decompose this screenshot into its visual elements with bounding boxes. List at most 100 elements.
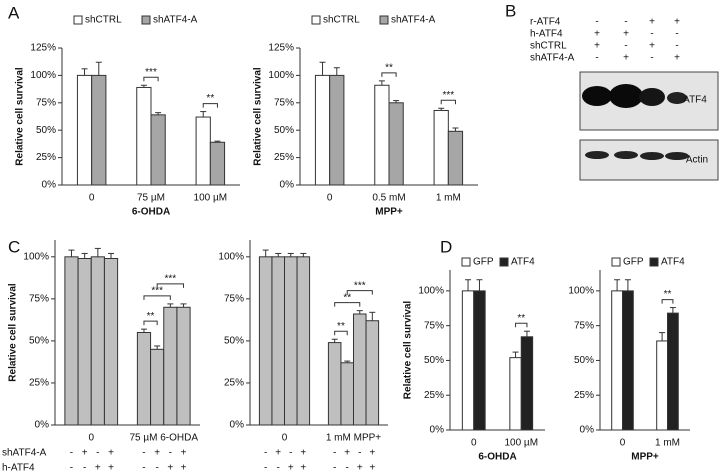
bar [314,74,331,186]
condition-sign: + [167,463,173,474]
x-axis-label: MPP+ [631,452,659,463]
y-tick-label: 0% [280,180,295,191]
x-axis-label: 6-OHDA [132,207,170,218]
x-tick-label: 0 [88,433,94,444]
blot-image [579,71,719,181]
condition-sign: - [155,463,158,474]
band [640,152,664,160]
band [582,86,612,106]
band-label: ATF4 [683,95,707,106]
bar [209,141,226,186]
legend-swatch [611,257,621,267]
y-tick-label: 75% [424,320,444,331]
bar [163,306,178,426]
blot-sign: - [675,29,678,40]
band [614,151,638,159]
condition-sign: - [333,448,336,459]
blot-row-label: shCTRL [530,41,567,52]
y-tick-label: 50% [574,355,594,366]
condition-sign: - [70,463,73,474]
y-tick-label: 75% [224,294,244,305]
legend-label: GFP [473,257,494,268]
legend-swatch [311,15,321,25]
significance-bracket [143,320,158,326]
significance-label: ** [337,321,345,332]
blot-row-label: shATF4-A [530,53,575,64]
significance-label: ** [343,292,351,303]
condition-sign: + [108,463,114,474]
y-axis-label: Relative cell survival [15,67,26,166]
bar [136,332,152,426]
condition-sign: + [300,448,306,459]
y-tick-label: 25% [224,378,244,389]
condition-sign: + [344,448,350,459]
condition-sign: - [346,463,349,474]
legend-swatch [379,15,389,25]
condition-sign: + [82,448,88,459]
condition-sign: + [357,463,363,474]
significance-bracket [661,299,674,304]
blot-sign: - [650,53,653,64]
y-tick-label: 25% [574,390,594,401]
condition-sign: - [264,463,267,474]
y-tick-label: 75% [574,320,594,331]
bar [365,320,380,426]
blot-sign: - [624,17,627,28]
bar [76,74,93,186]
y-tick-label: 25% [424,390,444,401]
y-tick-label: 0% [580,425,595,436]
bar [258,256,273,426]
blot-sign: + [674,17,680,28]
legend-label: shCTRL [85,15,122,26]
condition-sign: - [277,463,280,474]
y-tick-label: 50% [424,355,444,366]
y-axis-label: Relative cell survival [8,283,19,382]
significance-bracket [156,283,185,288]
bar [136,86,152,186]
y-tick-label: 25% [274,152,294,163]
significance-bracket [202,103,218,108]
bar [150,348,165,426]
condition-label: h-ATF4 [2,463,35,474]
significance-label: ** [517,313,525,324]
legend-label: shATF4-A [391,15,436,26]
condition-sign: - [333,463,336,474]
legend-swatch [73,15,83,25]
condition-sign: + [288,463,294,474]
bar [77,258,92,426]
blot-sign: - [624,41,627,52]
y-tick-label: 50% [224,336,244,347]
y-tick-label: 100% [30,70,56,81]
bar [509,357,522,431]
y-tick-label: 25% [36,152,56,163]
x-tick-label: 1 mM MPP+ [326,433,381,444]
bar [388,102,404,186]
legend-swatch [141,15,151,25]
significance-label: ** [664,289,672,300]
bar [271,256,286,426]
condition-sign: - [264,448,267,459]
y-tick-label: 0% [42,180,57,191]
significance-label: *** [151,286,163,297]
legend-label: ATF4 [511,257,535,268]
x-tick-label: 0 [327,193,333,204]
bar [611,290,624,431]
bar [103,258,119,426]
x-tick-label: 100 µM [194,193,228,204]
y-axis-label: Relative cell survival [253,67,264,166]
blot-sign: + [649,41,655,52]
panel-letter: A [8,3,20,22]
legend-label: GFP [623,257,644,268]
condition-sign: + [108,448,114,459]
x-tick-label: 0 [620,438,626,449]
significance-label: *** [164,274,176,285]
blot-sign: + [649,17,655,28]
bar [64,256,79,426]
condition-sign: + [95,463,101,474]
condition-sign: - [289,448,292,459]
blot-sign: - [595,53,598,64]
x-tick-label: 75 µM 6-OHDA [129,433,198,444]
legend-swatch [461,257,471,267]
significance-label: ** [147,311,155,322]
